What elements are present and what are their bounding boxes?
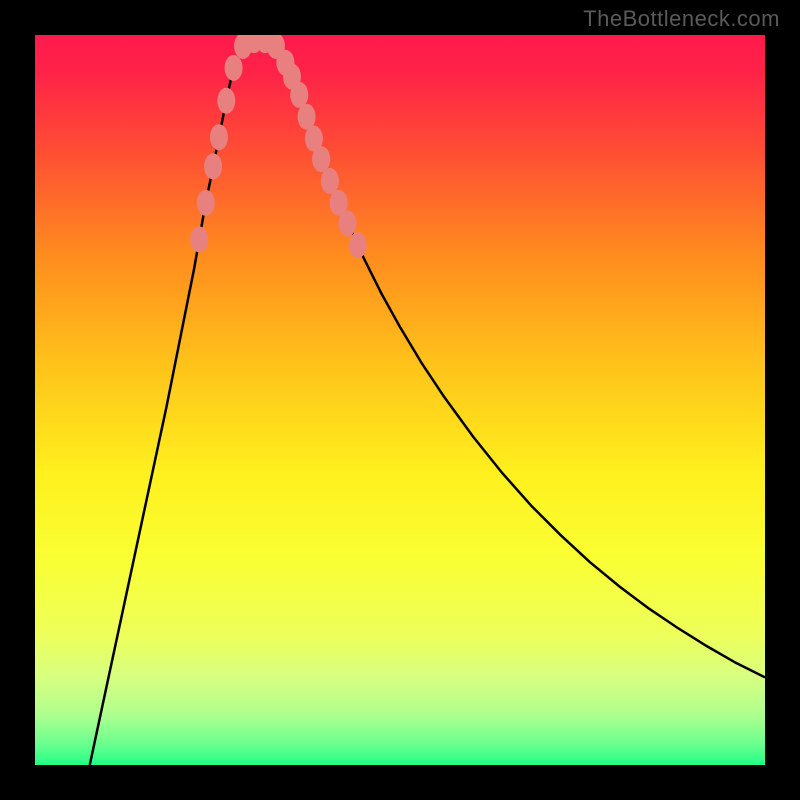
chart-svg bbox=[35, 35, 765, 765]
curve-marker bbox=[217, 88, 235, 114]
chart-frame: TheBottleneck.com bbox=[0, 0, 800, 800]
curve-marker bbox=[225, 55, 243, 81]
plot-area bbox=[35, 35, 765, 765]
gradient-background bbox=[35, 35, 765, 765]
curve-marker bbox=[197, 190, 215, 216]
curve-marker bbox=[338, 210, 356, 236]
curve-marker bbox=[204, 153, 222, 179]
curve-marker bbox=[210, 124, 228, 150]
curve-marker bbox=[312, 146, 330, 172]
curve-marker bbox=[321, 168, 339, 194]
curve-marker bbox=[349, 232, 367, 258]
watermark-text: TheBottleneck.com bbox=[583, 6, 780, 32]
curve-marker bbox=[190, 226, 208, 252]
